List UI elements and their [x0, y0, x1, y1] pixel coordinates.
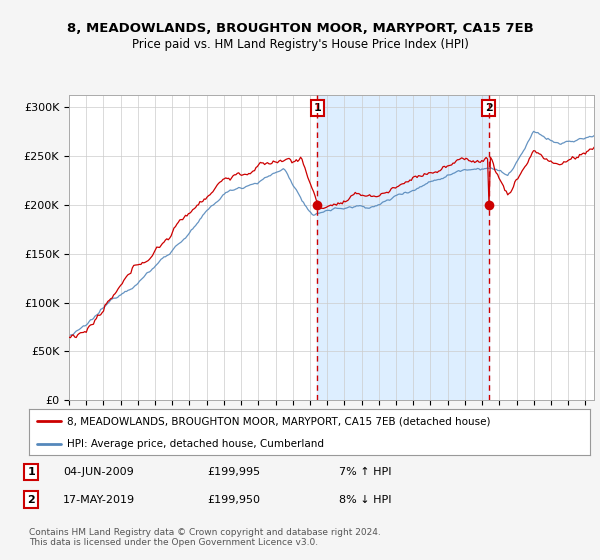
Text: Price paid vs. HM Land Registry's House Price Index (HPI): Price paid vs. HM Land Registry's House …: [131, 38, 469, 50]
Text: £199,950: £199,950: [207, 494, 260, 505]
Text: 8, MEADOWLANDS, BROUGHTON MOOR, MARYPORT, CA15 7EB: 8, MEADOWLANDS, BROUGHTON MOOR, MARYPORT…: [67, 22, 533, 35]
Text: 17-MAY-2019: 17-MAY-2019: [63, 494, 135, 505]
Bar: [317, 95, 488, 400]
Text: £199,995: £199,995: [207, 467, 260, 477]
Text: 2: 2: [485, 103, 493, 113]
Text: 7% ↑ HPI: 7% ↑ HPI: [339, 467, 391, 477]
Text: 8% ↓ HPI: 8% ↓ HPI: [339, 494, 391, 505]
Text: 1: 1: [28, 467, 35, 477]
Text: HPI: Average price, detached house, Cumberland: HPI: Average price, detached house, Cumb…: [67, 438, 324, 449]
Text: 1: 1: [313, 103, 321, 113]
Text: 2: 2: [28, 494, 35, 505]
Text: Contains HM Land Registry data © Crown copyright and database right 2024.
This d: Contains HM Land Registry data © Crown c…: [29, 528, 380, 547]
Text: 8, MEADOWLANDS, BROUGHTON MOOR, MARYPORT, CA15 7EB (detached house): 8, MEADOWLANDS, BROUGHTON MOOR, MARYPORT…: [67, 416, 490, 426]
Text: 04-JUN-2009: 04-JUN-2009: [63, 467, 134, 477]
